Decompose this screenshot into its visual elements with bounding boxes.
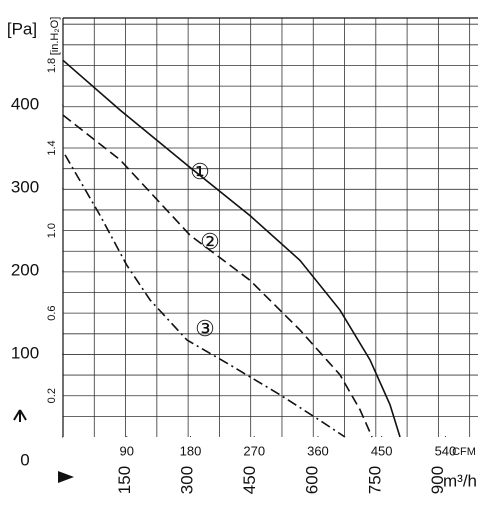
x-tick-label: 900 bbox=[428, 466, 447, 494]
curve bbox=[62, 114, 373, 438]
y2-tick-label: 1.8 bbox=[46, 58, 58, 73]
x-tick-label: 300 bbox=[178, 466, 197, 494]
curve bbox=[62, 59, 401, 438]
y-tick-label: 300 bbox=[11, 178, 39, 197]
y2-tick-label: 0.6 bbox=[46, 306, 58, 321]
y2-tick-label: 1.0 bbox=[46, 223, 58, 238]
x-tick-label: 150 bbox=[115, 466, 134, 494]
curve bbox=[64, 154, 346, 438]
arrow-right bbox=[58, 471, 74, 483]
curve-label: ① bbox=[190, 159, 210, 184]
arrow-up bbox=[13, 409, 27, 422]
x2-tick-label: 540 bbox=[435, 443, 457, 458]
x-tick-label: 600 bbox=[303, 466, 322, 494]
y-tick-label: 0 bbox=[20, 450, 29, 469]
x-tick-label: 450 bbox=[240, 466, 259, 494]
x2-tick-label: 180 bbox=[180, 443, 202, 458]
y2-tick-label: 1.4 bbox=[46, 140, 58, 155]
x-tick-label: 750 bbox=[365, 466, 384, 494]
y-tick-label: 100 bbox=[11, 344, 39, 363]
y-axis-label: [Pa] bbox=[7, 19, 37, 38]
y2-axis-label: [in.H₂O] bbox=[49, 17, 61, 56]
y2-tick-label: 0.2 bbox=[46, 388, 58, 403]
x2-tick-label: 90 bbox=[120, 443, 134, 458]
x2-tick-label: 360 bbox=[307, 443, 329, 458]
x-axis-label: m³/h bbox=[443, 471, 477, 490]
x2-tick-label: 270 bbox=[243, 443, 265, 458]
y-tick-label: 200 bbox=[11, 261, 39, 280]
x2-axis-label: CFM bbox=[452, 446, 476, 458]
curve-label: ② bbox=[200, 229, 220, 254]
y-tick-label: 400 bbox=[11, 95, 39, 114]
curve-label: ③ bbox=[195, 316, 215, 341]
x2-tick-label: 450 bbox=[371, 443, 393, 458]
